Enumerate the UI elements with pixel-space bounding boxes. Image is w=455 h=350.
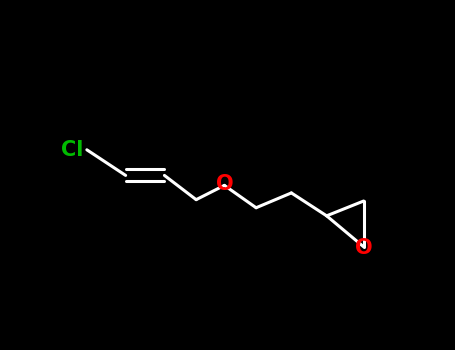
Text: Cl: Cl <box>61 140 83 160</box>
Text: O: O <box>216 174 233 194</box>
Text: O: O <box>355 238 373 258</box>
